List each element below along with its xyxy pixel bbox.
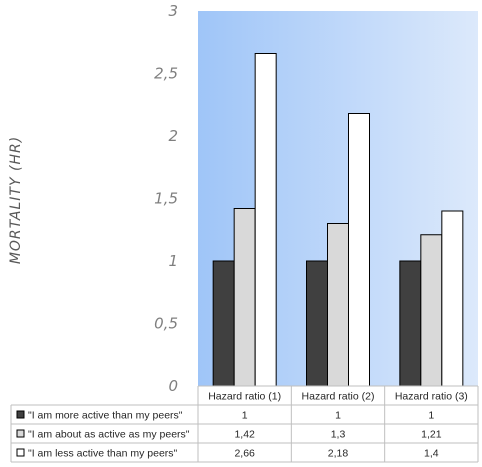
category-label: Hazard ratio (2)	[302, 391, 375, 403]
y-tick-label: 1	[168, 252, 178, 270]
bar	[233, 208, 256, 387]
legend-swatch	[16, 410, 25, 419]
legend-swatch	[16, 429, 25, 438]
bar	[254, 53, 277, 387]
legend-label: "I am about as active as my peers"	[28, 429, 190, 441]
bar	[420, 234, 443, 387]
bar	[441, 210, 464, 387]
y-tick-label: 3	[168, 2, 178, 20]
bar	[327, 223, 349, 387]
table-value: 1	[428, 410, 434, 422]
legend-label: "I am more active than my peers"	[28, 410, 183, 422]
table-value: 1,4	[424, 448, 439, 460]
category-label: Hazard ratio (1)	[208, 391, 281, 403]
y-tick-label: 0	[168, 377, 178, 395]
data-table: Hazard ratio (1) Hazard ratio (2) Hazard r…	[10, 385, 479, 463]
bars	[212, 53, 464, 387]
table-value: 2,66	[234, 448, 255, 460]
category-label: Hazard ratio (3)	[395, 391, 468, 403]
bar	[348, 113, 370, 387]
y-tick-label: 1,5	[154, 190, 178, 208]
table-value: 1,42	[234, 429, 255, 441]
y-tick-label: 0,5	[154, 315, 178, 333]
bar	[399, 260, 422, 387]
bar	[306, 260, 328, 387]
table-value: 1,3	[331, 429, 346, 441]
y-tick-label: 2,5	[154, 65, 178, 83]
table-value: 1	[242, 410, 248, 422]
y-tick-label: 2	[168, 127, 178, 145]
table-value: 1	[335, 410, 341, 422]
table-value: 2,18	[328, 448, 349, 460]
y-axis-ticks: 0 0,5 1 1,5 2 2,5 3	[154, 2, 178, 395]
legend-swatch	[16, 448, 25, 457]
legend-label: "I am less active than my peers"	[28, 448, 178, 460]
bar	[212, 260, 235, 387]
table-value: 1,21	[421, 429, 442, 441]
y-axis-label: MORTALITY (HR)	[8, 136, 24, 264]
